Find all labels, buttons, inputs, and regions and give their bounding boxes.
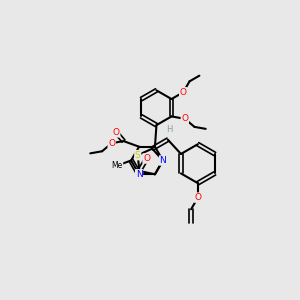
Text: O: O xyxy=(180,88,187,97)
Text: O: O xyxy=(194,193,201,202)
Text: O: O xyxy=(113,128,120,137)
Text: O: O xyxy=(143,154,150,163)
Text: H: H xyxy=(167,125,173,134)
Text: Me: Me xyxy=(111,161,123,170)
Text: O: O xyxy=(108,139,115,148)
Text: O: O xyxy=(181,114,188,123)
Text: N: N xyxy=(136,170,142,179)
Text: S: S xyxy=(135,151,141,160)
Text: N: N xyxy=(160,156,166,165)
